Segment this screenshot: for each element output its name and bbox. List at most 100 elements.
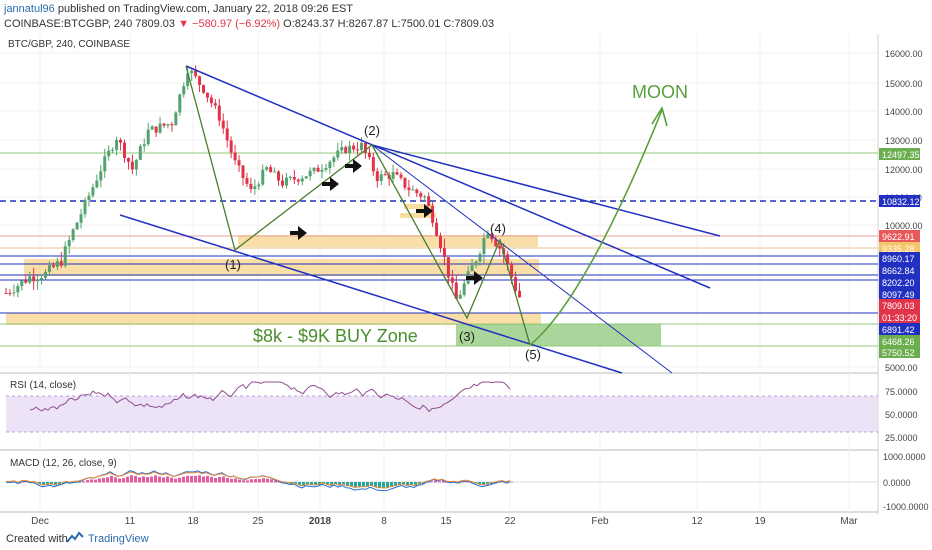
time-tick: 8	[381, 516, 387, 527]
candle	[249, 183, 253, 189]
macd-bar	[110, 475, 113, 483]
macd-bar	[310, 482, 313, 486]
macd-bar	[218, 477, 221, 483]
macd-bar	[270, 479, 273, 483]
macd-bar	[330, 482, 333, 486]
wave-label: (1)	[225, 257, 241, 272]
macd-bar	[378, 482, 381, 488]
buy-zone-area	[456, 324, 661, 346]
candle	[324, 167, 328, 170]
price-tick: 16000.00	[885, 49, 923, 59]
candle	[154, 126, 158, 133]
price-label-box	[879, 242, 920, 254]
candle	[435, 222, 439, 236]
macd-bar	[106, 477, 109, 483]
arrow-shape	[290, 226, 307, 240]
macd-tick: 0.0000	[883, 478, 911, 488]
chart-title: BTC/GBP, 240, COINBASE	[8, 39, 130, 50]
candle	[40, 278, 44, 280]
candle	[162, 123, 166, 126]
tradingview-link[interactable]: TradingView	[88, 533, 149, 545]
time-tick: 19	[754, 516, 766, 527]
candle	[518, 290, 521, 298]
macd-bar	[182, 476, 185, 483]
candle	[8, 293, 12, 295]
macd-bar	[298, 482, 301, 486]
support-zone	[24, 259, 539, 276]
author[interactable]: jannatul96	[4, 3, 55, 15]
price-label: 6468.26	[882, 337, 915, 347]
rsi-band	[6, 396, 878, 432]
chart-background	[0, 34, 932, 528]
macd-bar	[390, 482, 393, 487]
macd-bar	[178, 477, 181, 483]
macd-tick: -1000.0000	[883, 502, 929, 512]
candle	[103, 156, 107, 172]
macd-bar	[50, 482, 53, 485]
arrow-icon	[290, 226, 307, 240]
candle	[371, 157, 375, 172]
candle	[399, 174, 403, 178]
macd-bar	[194, 475, 197, 483]
macd-bar	[22, 481, 25, 483]
candle	[20, 280, 24, 286]
macd-bar	[54, 482, 57, 486]
wave-label: (5)	[525, 347, 541, 362]
macd-bar	[354, 482, 357, 488]
chart-canvas[interactable]: (1) (2) (3) (4) (5) $8k - $9K BUY Zone MOON BTC…	[0, 34, 932, 528]
macd-bar	[234, 478, 237, 483]
macd-bar	[190, 475, 193, 483]
macd-bar	[374, 482, 377, 487]
candle	[383, 174, 387, 176]
time-tick: 11	[125, 516, 136, 527]
price-label-box	[879, 148, 920, 160]
candle	[300, 178, 304, 182]
macd-bar	[78, 482, 81, 483]
candle	[510, 263, 514, 278]
macd-bar	[118, 478, 121, 483]
time-tick: Dec	[31, 516, 49, 527]
candle	[431, 205, 435, 223]
ohlc-values: O:8243.37 H:8267.87 L:7500.01 C:7809.03	[283, 18, 495, 30]
candle	[340, 147, 344, 151]
resistance-zone	[238, 235, 538, 247]
macd-bar	[362, 482, 365, 487]
macd-bar	[382, 482, 385, 488]
candle	[241, 165, 245, 178]
candle	[498, 246, 502, 249]
macd-bar	[170, 477, 173, 483]
time-tick: 22	[504, 516, 516, 527]
candle	[446, 257, 450, 278]
wave-label: (2)	[364, 123, 380, 138]
candle	[312, 167, 316, 171]
macd-bar	[150, 476, 153, 483]
macd-bar	[134, 475, 137, 483]
macd-bar	[130, 475, 133, 483]
macd-bar	[166, 476, 169, 483]
moon-label: MOON	[632, 82, 688, 102]
symbol-label: COINBASE:BTCGBP, 240	[4, 18, 133, 30]
trendline-inner	[371, 144, 673, 374]
candle	[99, 171, 103, 181]
price-label-box	[879, 335, 920, 347]
candle	[367, 152, 371, 158]
price-label: 5750.52	[882, 348, 915, 358]
arrow-icon	[416, 204, 433, 218]
arrow-shape	[466, 271, 483, 285]
candle	[123, 142, 126, 159]
candle	[174, 112, 178, 126]
candle	[415, 189, 419, 194]
candle	[395, 172, 399, 175]
candle	[462, 283, 466, 295]
macd-bar	[146, 477, 149, 483]
candle	[36, 279, 40, 282]
candle	[281, 180, 284, 186]
macd-bar	[102, 477, 105, 483]
macd-bar	[302, 482, 305, 487]
macd-bar	[306, 482, 309, 485]
candle	[115, 139, 119, 150]
candle	[257, 184, 261, 187]
candle	[316, 167, 320, 172]
candle	[166, 124, 170, 126]
macd-tick: 1000.0000	[883, 452, 926, 462]
